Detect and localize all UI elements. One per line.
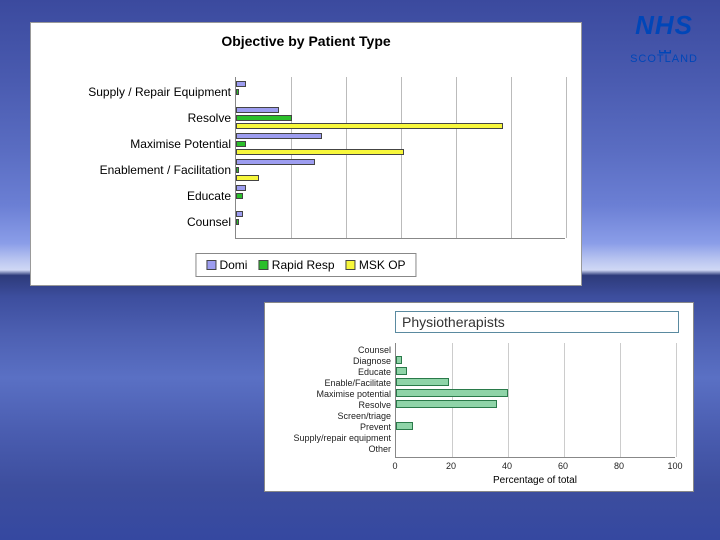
chart1-bar <box>236 123 503 129</box>
chart1-bar <box>236 219 239 225</box>
chart2-category-label: Counsel <box>271 345 391 356</box>
chart2-plot-area <box>395 343 675 458</box>
legend-swatch <box>206 260 216 270</box>
chart1-legend: Domi Rapid Resp MSK OP <box>195 253 416 277</box>
legend-label: Domi <box>219 258 250 272</box>
chart2-xaxis-label: Percentage of total <box>395 475 675 486</box>
chart1-bar <box>236 167 239 173</box>
legend-swatch <box>259 260 269 270</box>
chart2-xtick-label: 0 <box>392 461 397 471</box>
chart1-category-label: Maximise Potential <box>41 131 231 157</box>
chart1-bar <box>236 149 404 155</box>
chart2-category-label: Prevent <box>271 422 391 433</box>
chart-physiotherapists: Physiotherapists Percentage of total 0 20… <box>264 302 694 492</box>
chart2-bar <box>396 378 449 386</box>
chart1-bar <box>236 81 246 87</box>
chart2-bar <box>396 400 497 408</box>
chart1-gridline <box>401 77 402 238</box>
chart2-category-label: Supply/repair equipment <box>271 433 391 444</box>
chart1-bar <box>236 115 292 121</box>
chart2-xtick-label: 40 <box>502 461 512 471</box>
logo-bottom: SCOTLAND <box>630 54 698 65</box>
chart1-category-label: Resolve <box>41 105 231 131</box>
chart1-bar <box>236 141 246 147</box>
chart1-title: Objective by Patient Type <box>31 23 581 49</box>
chart1-category-label: Educate <box>41 183 231 209</box>
chart2-gridline <box>564 343 565 457</box>
chart1-gridline <box>456 77 457 238</box>
chart1-bar <box>236 175 259 181</box>
legend-label: MSK OP <box>359 258 406 272</box>
chart2-category-label: Screen/triage <box>271 411 391 422</box>
chart1-bar <box>236 211 243 217</box>
chart2-xtick-label: 100 <box>667 461 682 471</box>
chart2-bar <box>396 422 413 430</box>
chart1-bar <box>236 107 279 113</box>
chart1-gridline <box>291 77 292 238</box>
chart2-bar <box>396 356 402 364</box>
chart1-plot-area <box>235 77 565 239</box>
chart1-bar <box>236 193 243 199</box>
legend-label: Rapid Resp <box>272 258 338 272</box>
chart2-xtick-label: 20 <box>446 461 456 471</box>
chart1-gridline <box>346 77 347 238</box>
chart1-gridline <box>511 77 512 238</box>
chart2-xtick-label: 60 <box>558 461 568 471</box>
chart-objective-by-patient-type: Objective by Patient Type Domi Rapid Res… <box>30 22 582 286</box>
chart2-category-label: Enable/Facilitate <box>271 378 391 389</box>
chart2-bar <box>396 367 407 375</box>
chart2-category-label: Diagnose <box>271 356 391 367</box>
chart1-bar <box>236 89 239 95</box>
nhs-logo: NHS ⎵⎵ SCOTLAND <box>630 12 698 65</box>
chart2-bar <box>396 389 508 397</box>
chart1-gridline <box>566 77 567 238</box>
chart1-category-label: Supply / Repair Equipment <box>41 79 231 105</box>
chart2-category-label: Maximise potential <box>271 389 391 400</box>
chart1-category-label: Enablement / Facilitation <box>41 157 231 183</box>
chart2-gridline <box>676 343 677 457</box>
chart1-bar <box>236 133 322 139</box>
chart2-category-label: Other <box>271 444 391 455</box>
chart2-category-label: Educate <box>271 367 391 378</box>
chart2-category-label: Resolve <box>271 400 391 411</box>
legend-swatch <box>346 260 356 270</box>
chart1-bar <box>236 159 315 165</box>
chart1-category-label: Counsel <box>41 209 231 235</box>
chart1-bar <box>236 185 246 191</box>
chart2-title: Physiotherapists <box>395 311 679 333</box>
chart2-gridline <box>508 343 509 457</box>
chart2-xtick-label: 80 <box>614 461 624 471</box>
chart2-gridline <box>620 343 621 457</box>
